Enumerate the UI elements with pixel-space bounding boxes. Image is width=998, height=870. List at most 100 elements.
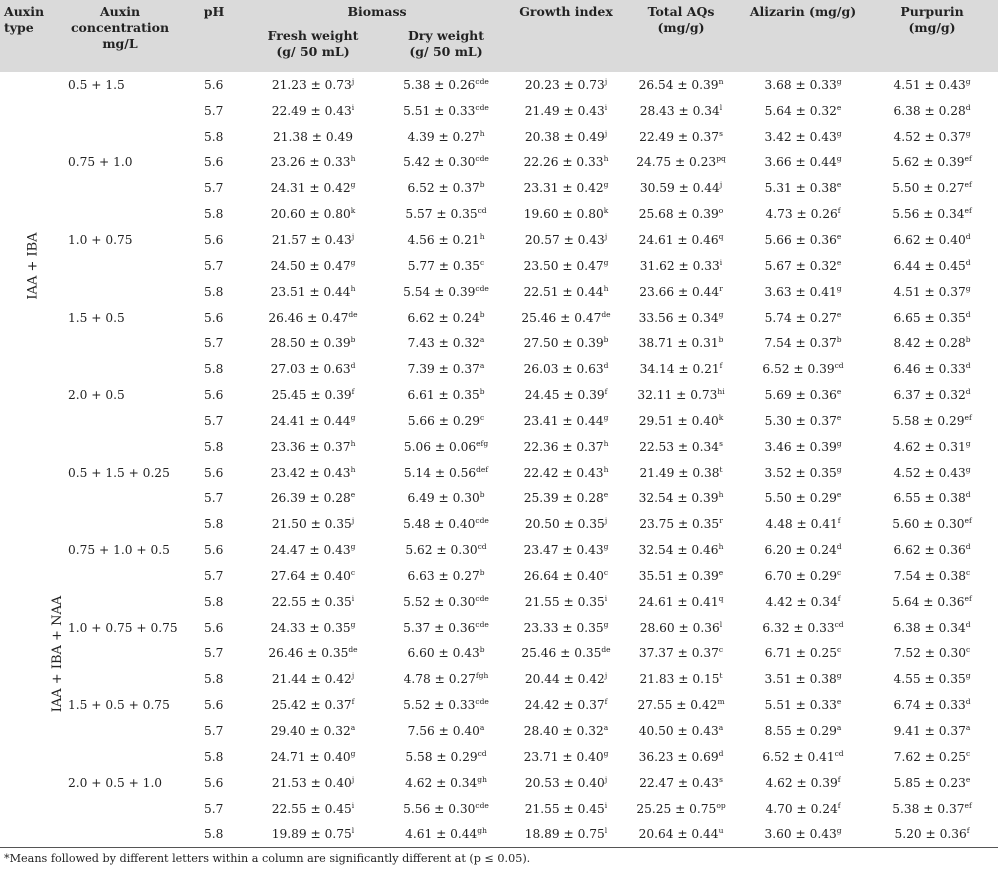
significance-letter: d [965,387,971,397]
cell-value: 6.38 ± 0.34 [893,620,966,635]
significance-letter: t [719,671,723,681]
significance-letter: g [603,619,609,629]
dry-weight-cell: 4.62 ± 0.34gh [382,770,510,796]
significance-letter: e [836,490,842,500]
auxin-type-label: IAA + IBA [25,232,41,300]
table-footnote: *Means followed by different letters wit… [4,852,531,865]
cell-value: 7.52 ± 0.30 [893,646,967,661]
concentration-cell: 0.75 + 1.0 [68,155,133,170]
dry-weight-cell: 7.56 ± 0.40a [382,718,510,744]
growth-index-cell: 22.36 ± 0.37h [510,434,622,460]
table-row: 5.7 22.55 ± 0.45i 5.56 ± 0.30cde 21.55 ± 0.… [0,796,998,822]
fresh-weight-cell: 24.47 ± 0.43g [244,537,382,563]
cell-value: 27.64 ± 0.40 [270,568,351,583]
significance-letter: g [836,671,842,681]
cell-value: 6.52 ± 0.41 [762,749,835,764]
significance-letter: g [350,257,356,267]
cell-value: 22.55 ± 0.45 [271,801,352,816]
cell-value: 5.62 ± 0.30 [405,543,478,558]
ph-cell: 5.7 [204,336,224,351]
dry-weight-cell: 5.48 ± 0.40cde [382,511,510,537]
table-row: 5.8 20.60 ± 0.80k 5.57 ± 0.35cd 19.60 ± 0.8… [0,201,998,227]
significance-letter: g [836,826,842,836]
significance-letter: a [718,723,724,733]
cell-value: 23.36 ± 0.37 [270,439,351,454]
ph-cell: 5.8 [204,594,224,609]
cell-value: 23.71 ± 0.40 [523,749,604,764]
cell-value: 21.83 ± 0.15 [639,672,720,687]
significance-letter: c [966,748,971,758]
growth-index-cell: 23.50 ± 0.47g [510,253,622,279]
dry-weight-cell: 5.06 ± 0.06efg [382,434,510,460]
table-row: 1.5 + 0.5 + 0.75 5.6 25.42 ± 0.37f 5.52 ± 0… [0,692,998,718]
cell-value: 4.48 ± 0.41 [765,517,838,532]
growth-index-cell: 21.55 ± 0.35i [510,589,622,615]
cell-value: 24.45 ± 0.39 [524,388,605,403]
cell-value: 29.51 ± 0.40 [638,413,719,428]
cell-value: 5.85 ± 0.23 [893,775,966,790]
growth-index-cell: 25.39 ± 0.28e [510,486,622,512]
growth-index-cell: 22.51 ± 0.44h [510,279,622,305]
cell-value: 7.54 ± 0.37 [764,336,837,351]
alizarin-cell: 3.63 ± 0.41g [740,279,866,305]
cell-value: 6.38 ± 0.28 [893,103,966,118]
cell-value: 5.42 ± 0.30 [403,155,476,170]
fresh-weight-cell: 21.44 ± 0.42j [244,666,382,692]
cell-value: 28.50 ± 0.39 [270,336,351,351]
table-row: 5.8 21.50 ± 0.35j 5.48 ± 0.40cde 20.50 ± 0.… [0,511,998,537]
significance-letter: e [836,257,842,267]
table-row: 5.7 24.50 ± 0.47g 5.77 ± 0.35c 23.50 ± 0.47… [0,253,998,279]
significance-letter: ef [964,180,972,190]
cell-value: 21.44 ± 0.42 [271,672,352,687]
ph-cell: 5.7 [204,491,224,506]
significance-letter: b [479,309,485,319]
fresh-weight-cell: 23.51 ± 0.44h [244,279,382,305]
cell-value: 21.53 ± 0.40 [271,775,352,790]
significance-letter: c [837,567,842,577]
ph-cell: 5.6 [204,465,224,480]
significance-letter: op [716,800,726,810]
significance-letter: c [966,567,971,577]
dry-weight-cell: 6.49 ± 0.30b [382,486,510,512]
fresh-weight-cell: 21.57 ± 0.43j [244,227,382,253]
dry-weight-cell: 5.56 ± 0.30cde [382,796,510,822]
dry-weight-cell: 6.62 ± 0.24b [382,305,510,331]
cell-value: 5.50 ± 0.29 [764,491,837,506]
significance-letter: j [351,76,355,86]
significance-letter: a [836,723,842,733]
cell-value: 3.51 ± 0.38 [764,672,837,687]
cell-value: 32.54 ± 0.39 [638,491,719,506]
purpurin-cell: 5.38 ± 0.37ef [866,796,998,822]
significance-letter: cd [834,361,844,371]
cell-value: 27.03 ± 0.63 [270,362,351,377]
total-aqs-cell: 40.50 ± 0.43a [622,718,740,744]
cell-value: 24.61 ± 0.41 [638,594,719,609]
cell-value: 4.52 ± 0.37 [893,129,966,144]
purpurin-cell: 7.54 ± 0.38c [866,563,998,589]
significance-letter: d [350,361,356,371]
results-table: Auxin type Auxin concentration mg/L pH B… [0,0,998,847]
significance-letter: m [717,697,725,707]
table-bottom-rule [0,847,998,848]
purpurin-cell: 5.85 ± 0.23e [866,770,998,796]
growth-index-cell: 24.45 ± 0.39f [510,382,622,408]
significance-letter: d [965,257,971,267]
table-row: 2.0 + 0.5 + 1.0 5.6 21.53 ± 0.40j 4.62 ± 0.… [0,770,998,796]
fresh-weight-cell: 19.89 ± 0.75l [244,821,382,847]
table-row: 5.8 27.03 ± 0.63d 7.39 ± 0.37a 26.03 ± 0.63… [0,356,998,382]
concentration-cell [56,718,184,744]
ph-cell: 5.7 [204,646,224,661]
cell-value: 20.64 ± 0.44 [638,827,719,842]
significance-letter: e [836,697,842,707]
significance-letter: b [350,335,356,345]
cell-value: 23.42 ± 0.43 [270,465,351,480]
alizarin-cell: 8.55 ± 0.29a [740,718,866,744]
total-aqs-cell: 21.49 ± 0.38t [622,460,740,486]
purpurin-cell: 5.56 ± 0.34ef [866,201,998,227]
cell-value: 5.52 ± 0.33 [403,698,476,713]
cell-value: 5.56 ± 0.34 [892,207,965,222]
purpurin-cell: 4.55 ± 0.35g [866,666,998,692]
significance-letter: hi [717,387,725,397]
significance-letter: g [603,180,609,190]
cell-value: 4.52 ± 0.43 [893,465,966,480]
